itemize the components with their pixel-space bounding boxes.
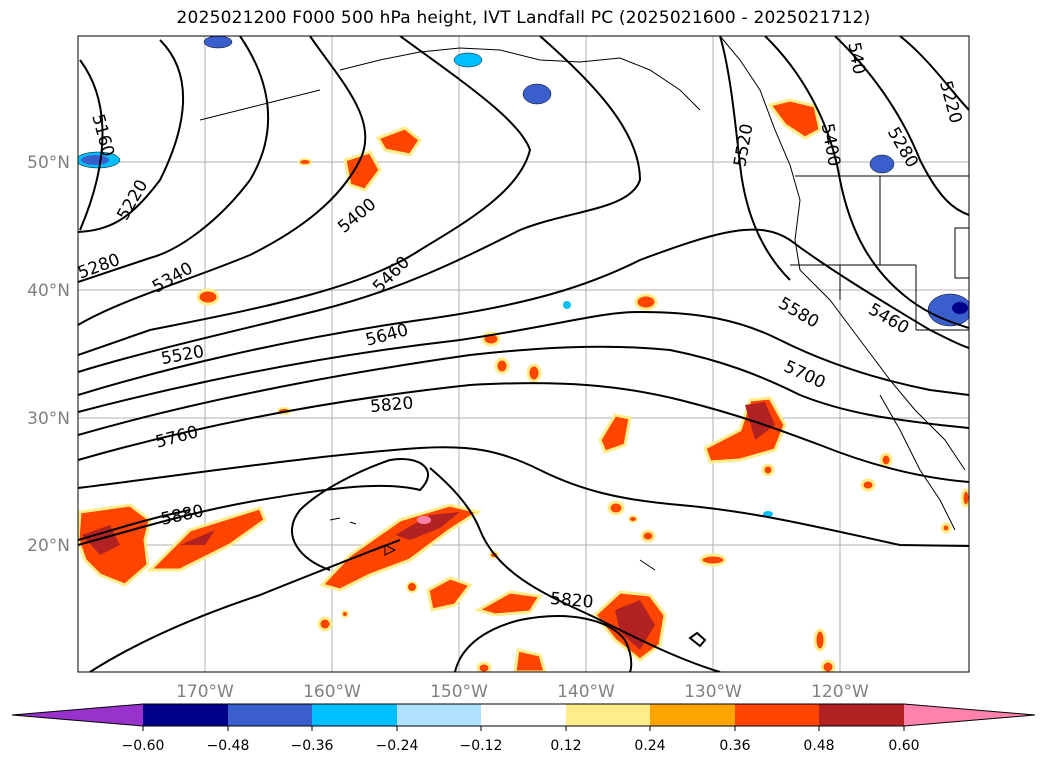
colorbar: −0.60 −0.48 −0.36 −0.24 −0.12 0.12 0.24 … — [11, 703, 1036, 754]
colorbar-segment — [397, 704, 481, 726]
colorbar-segment — [143, 704, 228, 726]
colorbar-extend-low — [12, 704, 143, 726]
map-area — [78, 36, 969, 672]
plot-title: 2025021200 F000 500 hPa height, IVT Land… — [176, 8, 871, 28]
colorbar-segment — [228, 704, 312, 726]
colorbar-tick-label: 0.60 — [888, 738, 919, 754]
longitude-labels: 170°W 160°W 150°W 140°W 130°W 120°W — [176, 682, 869, 702]
lat-label-40n: 40°N — [27, 281, 70, 301]
colorbar-segment — [819, 704, 904, 726]
colorbar-segment — [735, 704, 819, 726]
lon-label-150w: 150°W — [430, 682, 488, 702]
lat-label-30n: 30°N — [27, 409, 70, 429]
colorbar-tick-label: 0.48 — [803, 738, 834, 754]
colorbar-tick-label: 0.12 — [550, 738, 581, 754]
colorbar-segment — [650, 704, 735, 726]
height-contours — [78, 36, 969, 672]
lon-label-140w: 140°W — [557, 682, 615, 702]
map-frame — [77, 35, 970, 673]
latitude-labels: 50°N 40°N 30°N 20°N — [27, 153, 70, 556]
lon-label-130w: 130°W — [684, 682, 742, 702]
contour-label: 5820 — [369, 393, 414, 417]
colorbar-tick-label: −0.24 — [376, 738, 419, 754]
lon-label-170w: 170°W — [176, 682, 234, 702]
colorbar-tick-label: 0.36 — [719, 738, 750, 754]
colorbar-tick-label: −0.12 — [460, 738, 503, 754]
colorbar-tick-marks — [142, 726, 905, 731]
colorbar-segment — [481, 704, 566, 726]
colorbar-segment — [312, 704, 397, 726]
country-borders — [790, 175, 969, 331]
contour-label: 5820 — [549, 589, 594, 613]
lat-label-50n: 50°N — [27, 153, 70, 173]
colorbar-tick-label: −0.36 — [291, 738, 334, 754]
lon-label-160w: 160°W — [303, 682, 361, 702]
ivt-negative-shading — [78, 36, 969, 517]
colorbar-tick-label: 0.24 — [634, 738, 665, 754]
colorbar-tick-label: −0.60 — [122, 738, 165, 754]
colorbar-extend-high — [904, 704, 1035, 726]
lat-label-20n: 20°N — [27, 536, 70, 556]
colorbar-segment — [566, 704, 650, 726]
colorbar-tick-label: −0.48 — [207, 738, 250, 754]
lon-label-120w: 120°W — [811, 682, 869, 702]
